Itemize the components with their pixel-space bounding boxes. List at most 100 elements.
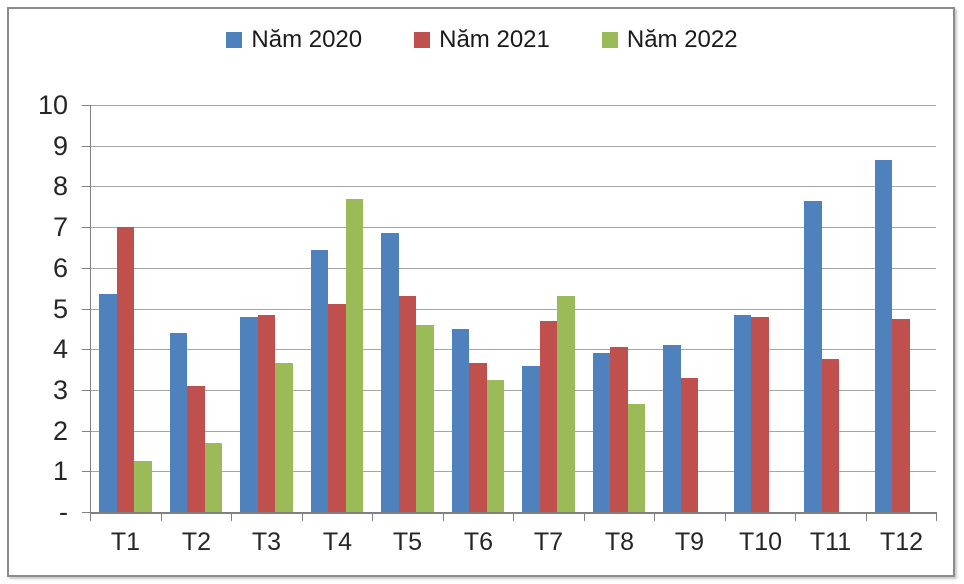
bar-T2-năm-2021: [187, 385, 205, 512]
legend-label-2020: Năm 2020: [251, 26, 363, 53]
gridline-y-1: [90, 471, 936, 472]
y-tick-3: [82, 390, 90, 391]
legend-swatch-2022: [601, 32, 618, 48]
x-tick-11: [866, 514, 867, 521]
x-axis-label-T12: T12: [879, 528, 924, 556]
bar-T2-năm-2020: [169, 332, 187, 512]
gridline-y-9: [90, 146, 936, 147]
y-axis-label-0: -: [59, 497, 68, 527]
x-axis-label-T7: T7: [533, 528, 564, 556]
y-tick-6: [82, 268, 90, 269]
y-tick-1: [82, 471, 90, 472]
x-axis-line: [90, 512, 937, 514]
bar-T10-năm-2020: [733, 314, 751, 512]
x-tick-4: [372, 514, 373, 521]
x-axis-label-T10: T10: [738, 528, 783, 556]
y-axis-label-4: 4: [52, 334, 68, 364]
y-axis-label-7: 7: [52, 212, 68, 242]
bar-T6-năm-2022: [486, 379, 504, 512]
bar-T2-năm-2022: [204, 442, 222, 512]
x-axis-label-T9: T9: [674, 528, 705, 556]
bar-T4-năm-2022: [345, 198, 363, 512]
y-axis-line: [90, 105, 91, 514]
legend-item-2021: Năm 2021: [414, 26, 550, 54]
y-tick-4: [82, 349, 90, 350]
bar-T8-năm-2022: [627, 404, 645, 512]
gridline-y-7: [90, 227, 936, 228]
y-tick-2: [82, 431, 90, 432]
bar-T3-năm-2021: [257, 314, 275, 512]
x-axis-label-T6: T6: [463, 528, 494, 556]
y-axis-label-10: 10: [37, 90, 68, 120]
bar-T8-năm-2021: [610, 347, 628, 512]
x-axis-label-T2: T2: [181, 528, 212, 556]
y-axis-label-6: 6: [52, 253, 68, 283]
legend-item-2020: Năm 2020: [226, 26, 362, 54]
bar-T1-năm-2021: [116, 227, 134, 512]
y-tick-10: [82, 105, 90, 106]
bar-T12-năm-2021: [892, 318, 910, 512]
x-tick-8: [654, 514, 655, 521]
x-axis-label-T8: T8: [604, 528, 635, 556]
y-axis-label-5: 5: [52, 294, 68, 324]
y-axis-label-3: 3: [52, 375, 68, 405]
y-tick-9: [82, 146, 90, 147]
bar-T4-năm-2021: [328, 304, 346, 512]
gridline-y-8: [90, 186, 936, 187]
x-tick-10: [795, 514, 796, 521]
bar-T4-năm-2020: [310, 249, 328, 512]
y-tick-0: [82, 512, 90, 513]
x-axis-label-T11: T11: [809, 528, 852, 556]
x-tick-6: [513, 514, 514, 521]
x-tick-5: [443, 514, 444, 521]
bar-T1-năm-2020: [99, 294, 117, 512]
gridline-y-2: [90, 431, 936, 432]
bar-T11-năm-2020: [804, 200, 822, 512]
gridline-y-3: [90, 390, 936, 391]
x-axis-label-T4: T4: [322, 528, 353, 556]
gridline-y-6: [90, 268, 936, 269]
legend-label-2021: Năm 2021: [439, 26, 550, 53]
y-axis-label-2: 2: [52, 416, 68, 446]
bar-T8-năm-2020: [592, 353, 610, 512]
y-axis-label-8: 8: [52, 171, 68, 201]
x-tick-1: [161, 514, 162, 521]
gridline-y-10: [90, 105, 936, 106]
bar-T1-năm-2022: [134, 461, 152, 512]
y-axis-label-9: 9: [52, 131, 68, 161]
bar-T5-năm-2021: [398, 296, 416, 512]
x-axis-label-T5: T5: [392, 528, 423, 556]
bar-T5-năm-2022: [416, 324, 434, 512]
x-axis-label-T3: T3: [251, 528, 282, 556]
bar-T11-năm-2021: [821, 359, 839, 512]
y-tick-8: [82, 186, 90, 187]
gridline-y-4: [90, 349, 936, 350]
gridline-y-5: [90, 309, 936, 310]
bar-T9-năm-2020: [663, 345, 681, 512]
legend: Năm 2020 Năm 2021 Năm 2022: [0, 26, 964, 54]
x-tick-9: [725, 514, 726, 521]
bar-T3-năm-2022: [275, 363, 293, 512]
legend-swatch-2020: [226, 32, 243, 48]
x-tick-12: [936, 514, 937, 521]
bar-T6-năm-2020: [451, 328, 469, 512]
bar-T12-năm-2020: [874, 159, 892, 512]
x-tick-7: [584, 514, 585, 521]
x-tick-0: [90, 514, 91, 521]
bar-T9-năm-2021: [680, 377, 698, 512]
legend-item-2022: Năm 2022: [601, 26, 738, 54]
bar-T6-năm-2021: [469, 363, 487, 512]
bar-T7-năm-2020: [522, 365, 540, 512]
y-tick-5: [82, 309, 90, 310]
x-axis-label-T1: T1: [110, 528, 141, 556]
y-axis-label-1: 1: [52, 456, 68, 486]
bar-T5-năm-2020: [381, 233, 399, 512]
x-tick-3: [302, 514, 303, 521]
x-tick-2: [231, 514, 232, 521]
bar-T3-năm-2020: [240, 316, 258, 512]
legend-swatch-2021: [414, 32, 431, 48]
y-tick-7: [82, 227, 90, 228]
bar-T7-năm-2022: [557, 296, 575, 512]
bar-T7-năm-2021: [539, 320, 557, 512]
